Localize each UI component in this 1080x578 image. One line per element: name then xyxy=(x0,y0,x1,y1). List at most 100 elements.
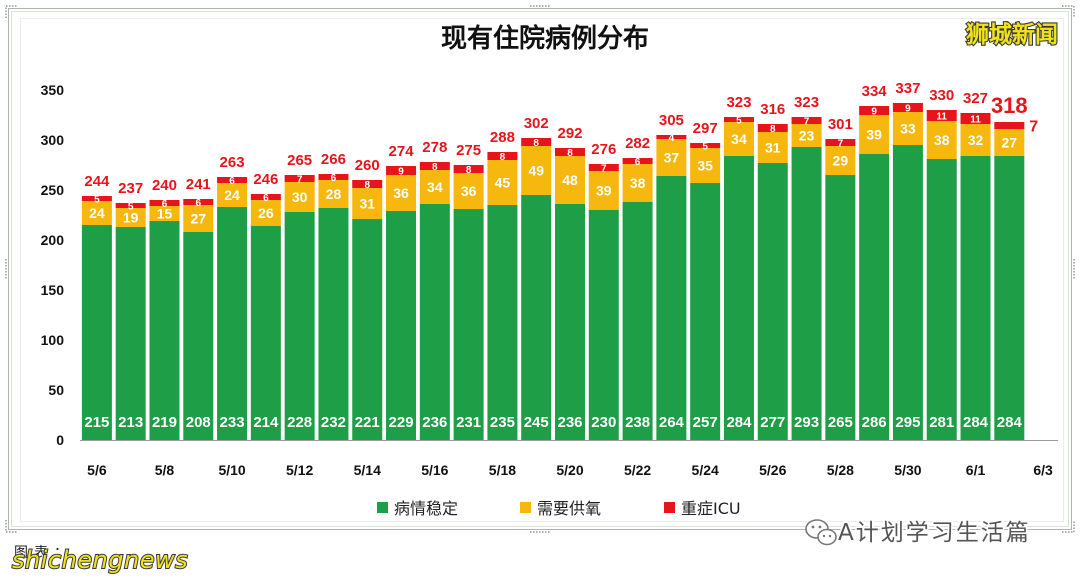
bar-segment-oxygen xyxy=(994,129,1025,156)
legend-item-stable[interactable]: 病情稳定 xyxy=(377,499,458,518)
bar-stack: 293 237 323 xyxy=(791,94,822,440)
total-label: 316 xyxy=(760,101,785,118)
bar-segment-stable xyxy=(690,183,721,440)
data-label-stable: 284 xyxy=(726,414,752,431)
bar-segment-icu xyxy=(757,124,788,132)
bar-stack: 295 33 9 337 xyxy=(892,80,923,440)
data-label-icu: 8 xyxy=(466,165,472,176)
bar-segment-stable xyxy=(892,145,923,440)
bar-segment-oxygen xyxy=(588,171,619,210)
data-label-stable: 214 xyxy=(253,414,279,431)
bar-segment-oxygen xyxy=(487,160,518,205)
data-label-icu: 4 xyxy=(669,133,675,144)
data-label-oxygen: 37 xyxy=(664,150,680,166)
data-label-stable: 245 xyxy=(524,414,549,431)
data-label-stable: 293 xyxy=(794,414,819,431)
bar-stack: 221 31 8 260 xyxy=(352,157,383,440)
bar-segment-icu xyxy=(217,177,248,183)
data-label-oxygen: 32 xyxy=(968,132,984,148)
data-label-oxygen: 38 xyxy=(934,132,950,148)
total-label: 278 xyxy=(422,139,447,156)
bar-segment-icu xyxy=(115,203,146,208)
y-tick-label: 150 xyxy=(41,282,65,298)
total-label: 330 xyxy=(929,87,954,104)
total-label: 305 xyxy=(659,112,684,129)
y-tick-label: 350 xyxy=(41,82,65,98)
legend-item-oxygen[interactable]: 需要供氧 xyxy=(520,499,601,518)
bar-segment-stable xyxy=(994,156,1025,440)
data-label-icu: 6 xyxy=(195,198,201,209)
bar-segment-icu xyxy=(656,135,687,139)
data-label-icu: 8 xyxy=(432,162,438,173)
data-label-icu: 6 xyxy=(331,173,337,184)
frame-handles[interactable] xyxy=(5,5,1075,533)
bar-stack: 265 29 7 301 xyxy=(825,116,856,440)
data-label-icu: 6 xyxy=(635,157,641,168)
data-label-stable: 213 xyxy=(118,414,143,431)
bar-stack: 284 34 5 323 xyxy=(723,94,754,440)
bar-segment-icu xyxy=(892,103,923,112)
legend-item-icu[interactable]: 重症ICU xyxy=(664,499,741,518)
data-label-oxygen: 39 xyxy=(596,183,612,199)
bar-segment-stable xyxy=(183,232,214,440)
bar-stack: 245 49 8 302 xyxy=(521,115,552,440)
data-label-icu: 9 xyxy=(905,104,911,115)
bar-segment-stable xyxy=(250,226,281,440)
x-tick-label: 5/20 xyxy=(556,462,583,478)
data-label-icu: 7 xyxy=(601,164,607,175)
bar-segment-icu xyxy=(386,166,417,175)
legend-label-oxygen: 需要供氧 xyxy=(537,499,601,518)
y-tick-label: 0 xyxy=(56,432,64,448)
data-label-stable: 264 xyxy=(659,414,685,431)
total-label: 237 xyxy=(118,180,143,197)
total-label: 301 xyxy=(828,116,853,133)
bar-segment-oxygen xyxy=(656,139,687,176)
bar-segment-icu xyxy=(926,110,957,121)
y-tick-label: 250 xyxy=(41,182,65,198)
data-label-stable: 286 xyxy=(862,414,887,431)
data-label-oxygen: 27 xyxy=(1002,135,1018,151)
data-label-icu: 11 xyxy=(936,112,947,123)
bar-segment-stable xyxy=(453,209,484,440)
total-label: 265 xyxy=(287,152,312,169)
data-label-stable: 284 xyxy=(963,414,989,431)
data-label-icu: 8 xyxy=(533,138,539,149)
x-tick-label: 5/10 xyxy=(218,462,245,478)
bar-segment-oxygen xyxy=(453,173,484,209)
total-label: 323 xyxy=(794,94,819,111)
bar-segment-icu xyxy=(487,152,518,160)
bar-segment-icu xyxy=(183,199,214,205)
bar-segment-icu xyxy=(960,113,991,124)
data-label-oxygen: 36 xyxy=(461,183,477,199)
bar-segment-oxygen xyxy=(690,148,721,183)
wechat-icon xyxy=(805,519,837,546)
bar-stack: 232 28 6 266 xyxy=(318,151,349,440)
bar-segment-stable xyxy=(723,156,754,440)
bar-stack: 284 32 11 327 xyxy=(960,90,991,440)
data-label-oxygen: 29 xyxy=(833,153,849,169)
data-label-stable: 265 xyxy=(828,414,853,431)
data-label-icu: 6 xyxy=(162,199,168,210)
total-label: 263 xyxy=(220,154,245,171)
watermark-bottom-right: A计划学习生活篇 xyxy=(838,520,1031,546)
total-label: 275 xyxy=(456,142,481,159)
bar-stack: 230 39 7 276 xyxy=(588,141,619,440)
bar-stack: 208 27 6 241 xyxy=(183,176,214,440)
total-label: 266 xyxy=(321,151,346,168)
data-label-icu: 7 xyxy=(804,117,810,128)
y-tick-label: 200 xyxy=(41,232,65,248)
bar-segment-icu xyxy=(825,139,856,146)
bar-segment-oxygen xyxy=(149,206,180,221)
x-tick-label: 5/12 xyxy=(286,462,313,478)
y-axis: 0 50 100 150 200 250 300 350 xyxy=(41,82,65,448)
data-label-stable: 228 xyxy=(287,414,312,431)
bar-segment-stable xyxy=(386,211,417,440)
x-tick-label: 5/26 xyxy=(759,462,786,478)
bar-segment-oxygen xyxy=(284,182,315,212)
data-label-stable: 257 xyxy=(693,414,718,431)
data-label-icu: 9 xyxy=(398,167,404,178)
bar-stack: 231 36 8 275 xyxy=(453,142,484,440)
bar-stack: 281 38 11 330 xyxy=(926,87,957,440)
data-label-icu: 7 xyxy=(297,175,303,186)
